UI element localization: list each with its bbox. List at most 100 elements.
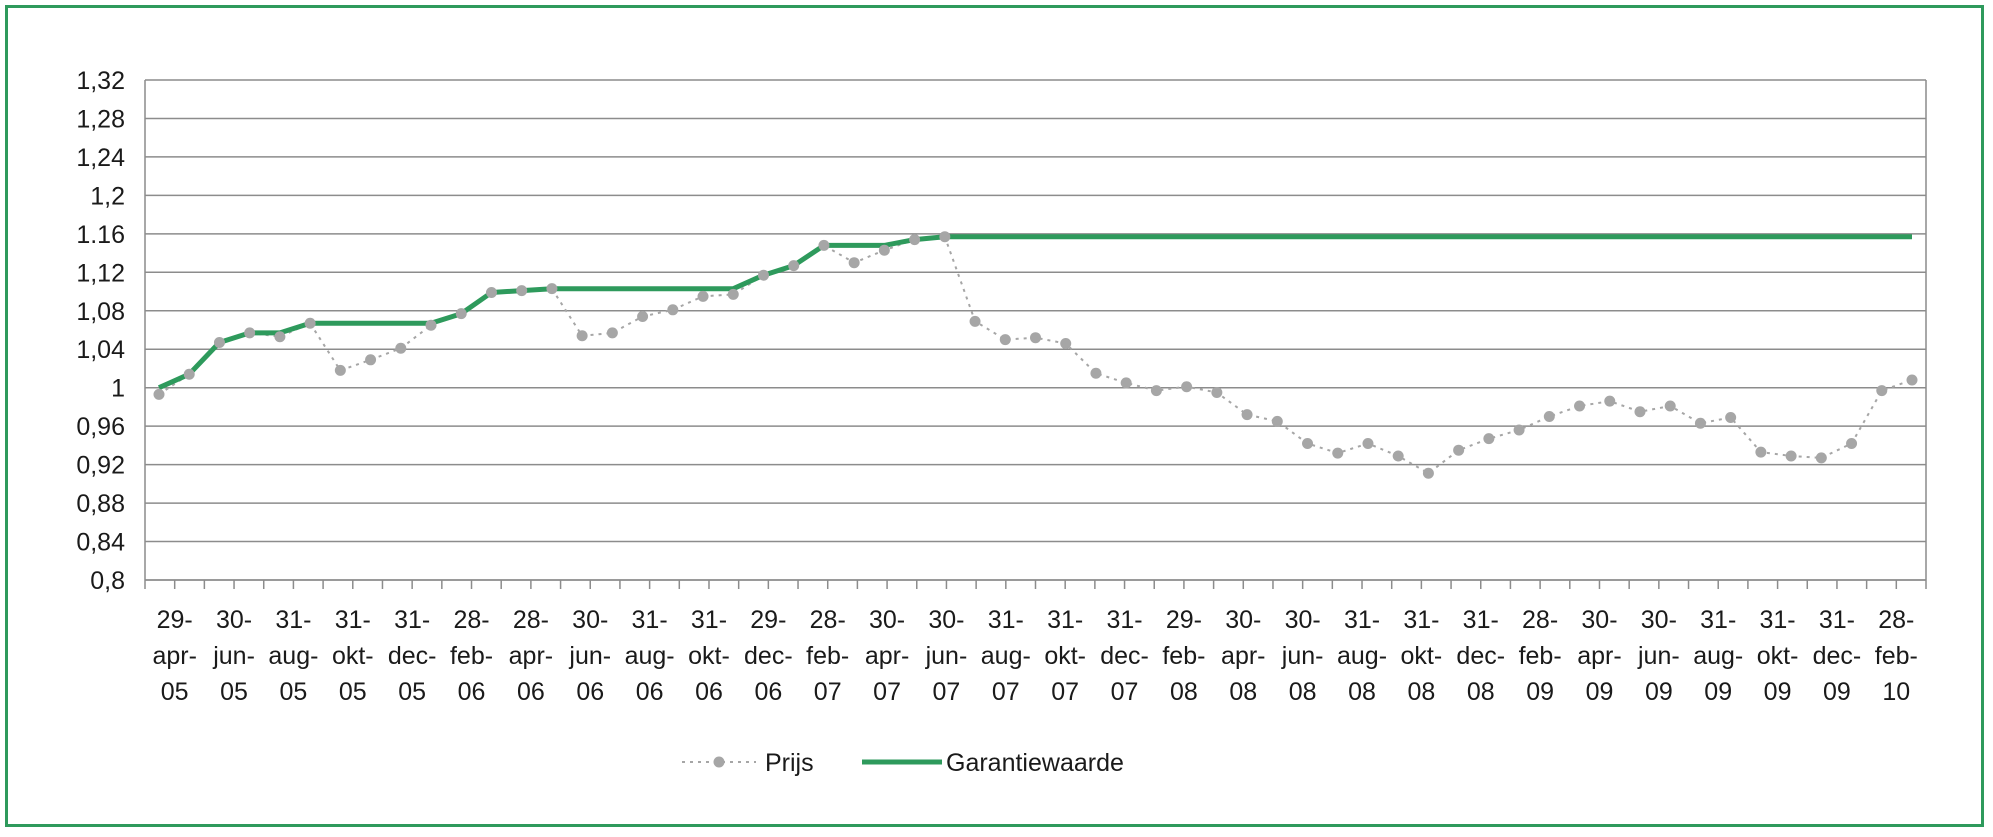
- x-tick-label: 05: [398, 678, 426, 706]
- x-tick-label: jun-: [1281, 642, 1324, 670]
- data-point-prijs: [1090, 367, 1102, 379]
- data-point-prijs: [1302, 437, 1314, 449]
- x-tick-label: 28-: [1522, 606, 1558, 634]
- data-point-prijs: [1422, 467, 1434, 479]
- x-tick-label: 29-: [157, 606, 193, 634]
- y-tick-label: 0,96: [76, 413, 125, 441]
- x-tick-label: 06: [517, 678, 545, 706]
- x-tick-label: 06: [636, 678, 664, 706]
- legend: Prijs Garantiewaarde: [682, 749, 1124, 777]
- x-tick-label: 07: [933, 678, 961, 706]
- data-point-prijs: [1785, 450, 1797, 462]
- x-tick-label: feb-: [806, 642, 849, 670]
- x-tick-label: okt-: [1044, 642, 1086, 670]
- y-tick-label: 1,12: [76, 259, 125, 287]
- data-point-prijs: [606, 327, 618, 339]
- data-point-prijs: [395, 342, 407, 354]
- x-tick-label: feb-: [1519, 642, 1562, 670]
- data-point-prijs: [1815, 452, 1827, 464]
- x-tick-label: 08: [1407, 678, 1435, 706]
- y-tick-label: 0,88: [76, 490, 125, 518]
- data-point-prijs: [546, 283, 558, 295]
- x-tick-label: 30-: [572, 606, 608, 634]
- x-tick-label: apr-: [509, 642, 553, 670]
- x-tick-label: dec-: [388, 642, 437, 670]
- data-point-prijs: [274, 331, 286, 343]
- legend-label-prijs: Prijs: [765, 749, 814, 777]
- data-point-prijs: [1543, 411, 1555, 423]
- x-tick-label: 31-: [1344, 606, 1380, 634]
- data-point-prijs: [153, 388, 165, 400]
- x-tick-label: 30-: [928, 606, 964, 634]
- y-tick-label: 1: [111, 375, 125, 403]
- series-line-garantiewaarde: [157, 234, 1912, 390]
- data-point-prijs: [1060, 337, 1072, 349]
- x-tick-label: 31-: [1047, 606, 1083, 634]
- data-point-prijs: [576, 330, 588, 342]
- x-tick-label: aug-: [1337, 642, 1387, 670]
- data-point-prijs: [1332, 447, 1344, 459]
- x-tick-label: aug-: [981, 642, 1031, 670]
- x-tick-label: 31-: [691, 606, 727, 634]
- data-point-prijs: [1906, 374, 1918, 386]
- data-point-prijs: [334, 364, 346, 376]
- x-tick-label: okt-: [688, 642, 730, 670]
- data-point-prijs: [969, 315, 981, 327]
- x-tick-label: 30-: [869, 606, 905, 634]
- x-tick-label: 06: [458, 678, 486, 706]
- x-tick-label: 05: [280, 678, 308, 706]
- data-point-prijs: [1725, 412, 1737, 423]
- x-tick-label: 31-: [1403, 606, 1439, 634]
- data-point-prijs: [183, 368, 195, 380]
- data-point-prijs: [1181, 381, 1193, 393]
- data-point-prijs: [1634, 406, 1646, 418]
- x-tick-label: 07: [814, 678, 842, 706]
- data-point-prijs: [213, 337, 225, 348]
- data-point-prijs: [1483, 433, 1495, 445]
- x-tick-label: 31-: [335, 606, 371, 634]
- x-tick-label: dec-: [1456, 642, 1505, 670]
- x-tick-label: apr-: [1221, 642, 1265, 670]
- x-tick-label: 09: [1586, 678, 1614, 706]
- data-point-prijs: [697, 290, 709, 302]
- data-point-prijs: [637, 311, 649, 323]
- x-tick-label: aug-: [625, 642, 675, 670]
- x-tick-label: 29-: [750, 606, 786, 634]
- x-tick-label: dec-: [744, 642, 793, 670]
- x-axis: 29- apr- 05 30- jun- 05 31- aug- 05 31- okt- 05 31- d…: [144, 579, 1927, 706]
- y-tick-label: 0,8: [90, 567, 125, 595]
- x-tick-label: aug-: [268, 642, 318, 670]
- y-tick-label: 1,08: [76, 298, 125, 326]
- data-point-prijs: [999, 334, 1011, 346]
- x-tick-label: dec-: [1100, 642, 1149, 670]
- data-point-prijs: [516, 285, 528, 297]
- data-point-prijs: [1574, 400, 1586, 412]
- x-tick-label: 10: [1882, 678, 1910, 706]
- x-tick-label: 31-: [1106, 606, 1142, 634]
- x-tick-label: 07: [992, 678, 1020, 706]
- data-point-prijs: [1030, 332, 1041, 344]
- x-tick-label: 29-: [1166, 606, 1202, 634]
- data-point-prijs: [818, 239, 830, 251]
- data-point-prijs: [1755, 446, 1767, 458]
- x-tick-label: 08: [1467, 678, 1495, 706]
- x-tick-label: jun-: [925, 642, 968, 670]
- x-tick-label: 31-: [275, 606, 311, 634]
- x-tick-label: 30-: [1285, 606, 1321, 634]
- data-point-prijs: [848, 257, 860, 269]
- data-point-prijs: [455, 308, 467, 320]
- data-point-prijs: [1241, 409, 1253, 421]
- x-tick-label: jun-: [568, 642, 611, 670]
- x-tick-label: 05: [220, 678, 248, 706]
- x-tick-label: apr-: [1577, 642, 1621, 670]
- x-tick-label: 30-: [216, 606, 252, 634]
- data-point-prijs: [1664, 400, 1676, 412]
- data-point-prijs: [939, 231, 951, 243]
- x-tick-label: 06: [754, 678, 782, 706]
- data-point-prijs: [1513, 424, 1525, 436]
- data-point-prijs: [1150, 385, 1162, 397]
- y-tick-label: 1,32: [76, 67, 125, 95]
- y-tick-label: 0,92: [76, 452, 125, 480]
- data-point-prijs: [1846, 437, 1858, 449]
